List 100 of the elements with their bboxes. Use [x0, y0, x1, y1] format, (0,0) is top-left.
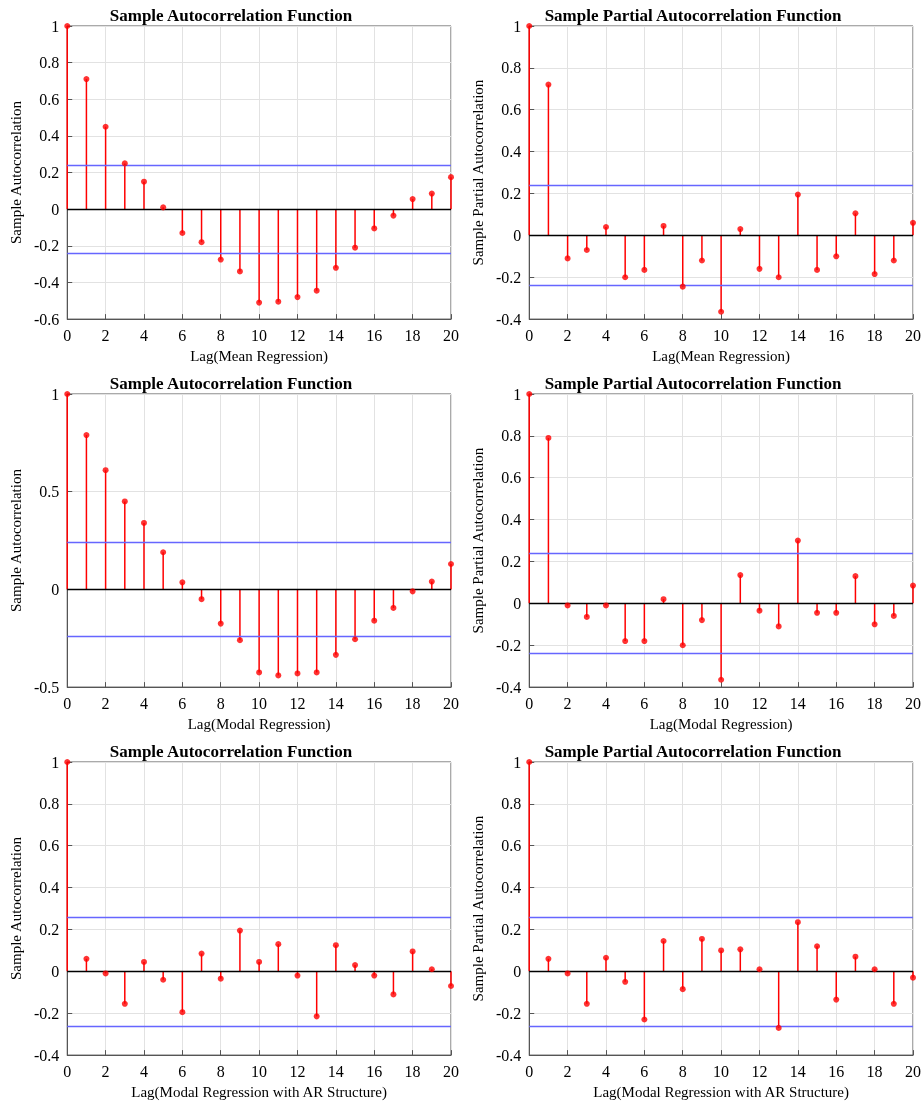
point	[814, 609, 821, 616]
x-tick-label: 6	[178, 1062, 187, 1080]
y-tick-label: 0.6	[501, 469, 522, 487]
point	[294, 294, 301, 301]
x-tick-label: 18	[866, 694, 883, 712]
point	[140, 178, 147, 185]
point	[698, 257, 705, 264]
point	[332, 651, 339, 658]
point	[448, 561, 454, 567]
point	[83, 955, 90, 962]
y-tick-label: 0.2	[501, 920, 522, 938]
x-tick-label: 18	[404, 1062, 421, 1080]
x-tick-label: 10	[713, 694, 730, 712]
y-axis-title: Sample Partial Autocorrelation	[469, 815, 486, 1002]
y-tick-label: 1	[51, 385, 60, 403]
x-axis-title: Lag(Mean Regression)	[190, 347, 329, 365]
x-tick-label: 8	[216, 694, 225, 712]
point	[256, 299, 263, 306]
chart-title: Sample Autocorrelation Function	[109, 6, 353, 25]
point	[545, 81, 552, 88]
x-tick-label: 0	[63, 694, 72, 712]
point	[352, 962, 359, 969]
point	[102, 123, 109, 130]
x-tick-label: 12	[751, 1062, 768, 1080]
x-tick-label: 10	[713, 326, 730, 344]
y-tick-label: 0.2	[39, 920, 60, 938]
point	[602, 954, 609, 961]
y-tick-label: 0	[51, 580, 60, 598]
chart-title: Sample Partial Autocorrelation Function	[544, 374, 842, 393]
point	[83, 76, 90, 83]
x-tick-label: 20	[443, 1062, 459, 1080]
point	[256, 958, 263, 965]
x-tick-label: 8	[216, 326, 225, 344]
y-tick-label: -0.2	[495, 636, 522, 654]
point	[890, 612, 897, 619]
x-axis-title: Lag(Modal Regression)	[649, 715, 793, 733]
y-tick-label: 1	[51, 17, 60, 35]
y-tick-label: 0.6	[501, 101, 522, 119]
x-axis-title: Lag(Modal Regression with AR Structure)	[131, 1083, 388, 1101]
point	[198, 596, 205, 603]
point	[390, 212, 397, 219]
point	[217, 620, 224, 627]
point	[352, 636, 359, 643]
y-tick-label: 0.4	[39, 127, 60, 145]
x-tick-label: 8	[678, 326, 687, 344]
point	[294, 670, 301, 677]
x-tick-label: 0	[525, 1062, 534, 1080]
x-tick-label: 4	[139, 326, 148, 344]
chart-title: Sample Partial Autocorrelation Function	[544, 6, 842, 25]
y-tick-label: 0.4	[501, 879, 522, 897]
point	[160, 976, 167, 983]
point	[140, 958, 147, 965]
point	[871, 621, 878, 628]
x-tick-label: 12	[751, 694, 768, 712]
point	[775, 274, 782, 281]
point	[428, 578, 435, 585]
point	[332, 942, 339, 949]
x-tick-label: 4	[601, 326, 610, 344]
x-tick-label: 12	[289, 326, 306, 344]
x-tick-label: 14	[789, 326, 806, 344]
point	[679, 283, 686, 290]
x-tick-label: 2	[563, 694, 572, 712]
point	[217, 256, 224, 263]
y-tick-label: 0.5	[39, 483, 60, 501]
x-tick-label: 4	[601, 1062, 610, 1080]
y-axis-title: Sample Partial Autocorrelation	[469, 79, 486, 266]
point	[698, 617, 705, 624]
x-tick-label: 10	[251, 694, 268, 712]
y-tick-label: -0.2	[33, 237, 60, 255]
point	[602, 223, 609, 230]
x-tick-label: 10	[251, 326, 268, 344]
x-tick-label: 2	[563, 1062, 572, 1080]
point	[890, 257, 897, 264]
x-tick-label: 0	[525, 694, 534, 712]
y-tick-label: 0	[513, 962, 522, 980]
x-tick-label: 18	[404, 694, 421, 712]
point	[140, 519, 147, 526]
point	[718, 676, 725, 683]
y-tick-label: 0.8	[501, 795, 522, 813]
point	[756, 265, 763, 272]
point	[121, 498, 128, 505]
chart-title: Sample Autocorrelation Function	[109, 374, 353, 393]
y-tick-label: -0.2	[495, 268, 522, 286]
point	[371, 225, 378, 232]
point	[833, 996, 840, 1003]
point	[583, 247, 590, 254]
y-tick-label: -0.4	[495, 678, 522, 696]
x-tick-label: 16	[366, 326, 383, 344]
x-tick-label: 12	[289, 694, 306, 712]
point	[179, 230, 186, 236]
point	[217, 975, 224, 982]
point	[371, 617, 378, 624]
point	[852, 210, 859, 217]
x-tick-label: 18	[866, 1062, 883, 1080]
point	[160, 549, 167, 556]
point	[179, 579, 186, 586]
point	[794, 919, 801, 926]
x-tick-label: 4	[139, 1062, 148, 1080]
point	[545, 955, 552, 962]
x-tick-label: 18	[866, 326, 883, 344]
